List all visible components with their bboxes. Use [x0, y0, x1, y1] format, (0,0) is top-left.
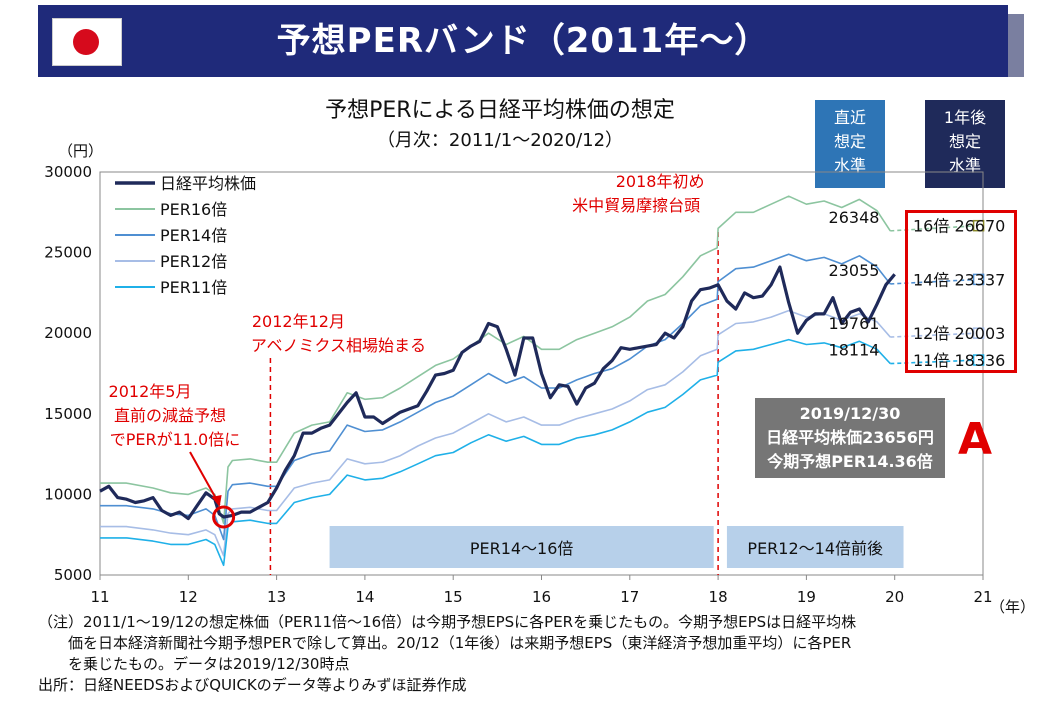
- x-tick-label: 16: [532, 588, 551, 606]
- y-axis-unit: （円）: [58, 142, 104, 160]
- projection-marker-per14: [972, 273, 985, 286]
- event-annotation: 2012年12月: [252, 312, 345, 331]
- recent-value-label: 23055: [829, 261, 880, 280]
- y-tick-label: 20000: [44, 324, 92, 342]
- x-tick-label: 19: [797, 588, 816, 606]
- may2012-arrowhead: [211, 494, 222, 507]
- recent-value-label: 19761: [829, 314, 880, 333]
- x-tick-label: 17: [620, 588, 639, 606]
- banner-shadow: [1008, 14, 1024, 77]
- latest-data-note: 2019/12/30 日経平均株価23656円 今期予想PER14.36倍: [755, 398, 945, 478]
- y-tick-label: 25000: [44, 244, 92, 262]
- future-value-label: 12倍 20003: [913, 324, 1005, 343]
- x-tick-label: 15: [444, 588, 463, 606]
- event-annotation: 米中貿易摩擦台頭: [572, 196, 700, 215]
- chart-subtitle: （月次：2011/1〜2020/12）: [376, 130, 624, 151]
- note-price: 日経平均株価23656円: [766, 428, 934, 447]
- footnote-line: （注）2011/1〜19/12の想定株価（PER11倍〜16倍）は今期予想EPS…: [38, 613, 857, 631]
- footnote-line: を乗じたもの。データは2019/12/30時点: [38, 655, 350, 673]
- label-a: A: [958, 414, 993, 465]
- y-tick-label: 10000: [44, 485, 92, 503]
- x-axis-unit: （年）: [990, 598, 1036, 616]
- projection-marker-per11: [972, 354, 985, 366]
- per-range-band-label: PER12〜14倍前後: [747, 539, 883, 558]
- japan-flag-icon: [52, 18, 122, 66]
- recent-value-label: 26348: [829, 208, 880, 227]
- note-date: 2019/12/30: [799, 404, 901, 423]
- legend-label: PER11倍: [160, 278, 227, 297]
- per-range-band: [726, 526, 904, 568]
- series-line-per14: [100, 253, 891, 541]
- x-tick-label: 20: [885, 588, 904, 606]
- projection-marker-per16: [972, 219, 985, 232]
- x-tick-label: 12: [179, 588, 198, 606]
- may2012-annotation: 2012年5月: [109, 382, 192, 401]
- event-annotation: アベノミクス相場始まる: [251, 336, 426, 355]
- may2012-arrow: [189, 451, 221, 506]
- legend-label: 日経平均株価: [160, 174, 256, 193]
- may2012-highlight-circle: [212, 505, 236, 529]
- series-line-per12: [100, 309, 891, 557]
- projection-marker-per12: [972, 327, 985, 339]
- source-line: 出所：日経NEEDSおよびQUICKのデータ等よりみずほ証券作成: [38, 676, 467, 694]
- y-tick-label: 30000: [44, 163, 92, 181]
- series-line-per16: [100, 195, 891, 525]
- future-values-frame: [905, 210, 1017, 373]
- x-tick-label: 14: [355, 588, 374, 606]
- recent-box-line: 水準: [833, 156, 866, 175]
- title-banner: [38, 5, 1008, 77]
- future-box-line: 水準: [948, 156, 981, 175]
- banner-title: 予想PERバンド（2011年〜）: [276, 21, 770, 61]
- chart-title: 予想PERによる日経平均株価の想定: [325, 98, 675, 123]
- future-value-label: 11倍 18336: [913, 351, 1005, 370]
- y-tick-label: 5000: [54, 566, 92, 584]
- footnotes: （注）2011/1〜19/12の想定株価（PER11倍〜16倍）は今期予想EPS…: [38, 612, 1018, 696]
- x-tick-label: 18: [709, 588, 728, 606]
- future-level-box: 1年後 想定 水準: [925, 100, 1005, 188]
- recent-box-line: 想定: [833, 132, 866, 151]
- series-line-nikkei: [99, 265, 896, 521]
- recent-level-box: 直近 想定 水準: [815, 100, 885, 188]
- per-range-band-label: PER14〜16倍: [470, 539, 574, 558]
- legend-label: PER16倍: [160, 200, 227, 219]
- per-range-band: [329, 526, 714, 568]
- may2012-annotation: 直前の減益予想: [114, 406, 226, 425]
- y-tick-label: 15000: [44, 405, 92, 423]
- flag-sun: [73, 29, 99, 55]
- future-value-label: 14倍 23337: [913, 270, 1005, 289]
- recent-value-label: 18114: [829, 341, 880, 360]
- future-value-label: 16倍 26670: [913, 217, 1005, 236]
- recent-box-line: 直近: [833, 108, 866, 127]
- legend-label: PER14倍: [160, 226, 227, 245]
- future-box-line: 1年後: [943, 108, 987, 127]
- future-box-line: 想定: [948, 132, 981, 151]
- footnote-line: 価を日本経済新聞社今期予想PERで除して算出。20/12（1年後）は来期予想EP…: [38, 634, 852, 652]
- x-tick-label: 11: [90, 588, 109, 606]
- event-annotation: 2018年初め: [616, 172, 705, 191]
- note-per: 今期予想PER14.36倍: [767, 452, 933, 471]
- x-tick-label: 21: [973, 588, 992, 606]
- legend-label: PER12倍: [160, 252, 227, 271]
- may2012-annotation: でPERが11.0倍に: [110, 430, 241, 449]
- x-tick-label: 13: [267, 588, 286, 606]
